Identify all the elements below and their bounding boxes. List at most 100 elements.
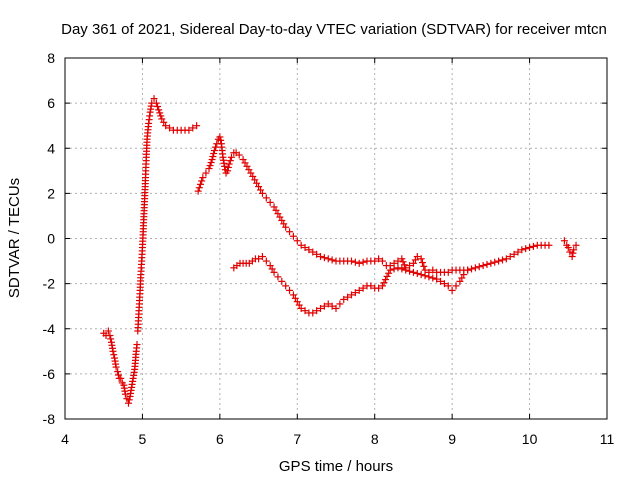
x-axis-label: GPS time / hours — [279, 458, 393, 475]
data-point — [207, 159, 215, 167]
data-point — [282, 223, 290, 231]
data-point — [289, 232, 297, 240]
data-point — [471, 264, 479, 272]
data-point — [475, 263, 483, 271]
data-point — [205, 165, 213, 173]
data-point — [425, 273, 433, 281]
data-point — [133, 341, 141, 349]
data-point — [324, 255, 332, 263]
data-point — [328, 256, 336, 264]
data-point — [155, 106, 163, 114]
data-point — [293, 237, 301, 245]
y-tick-label: 8 — [47, 50, 55, 66]
y-tick-label: -4 — [43, 321, 56, 337]
data-point — [313, 250, 321, 258]
data-point — [208, 156, 216, 164]
data-point — [460, 271, 468, 279]
data-point — [226, 157, 234, 165]
y-tick-label: 4 — [47, 140, 55, 156]
data-point — [305, 246, 313, 254]
data-point — [274, 273, 282, 281]
data-point — [125, 396, 133, 404]
data-point — [221, 162, 229, 170]
data-point — [121, 390, 129, 398]
data-point — [564, 244, 572, 252]
data-point — [398, 255, 406, 263]
data-point — [502, 255, 510, 263]
data-point — [383, 272, 391, 280]
x-tick-label: 7 — [293, 431, 301, 447]
data-point — [429, 274, 437, 282]
data-point — [152, 99, 160, 107]
data-point — [332, 304, 340, 312]
data-point — [570, 246, 578, 254]
data-point — [437, 277, 445, 285]
data-point — [375, 284, 383, 292]
data-point — [195, 184, 203, 192]
data-point — [262, 257, 270, 265]
data-point — [344, 293, 352, 301]
series-arc-3 — [194, 133, 553, 276]
data-point — [225, 160, 233, 168]
data-point — [413, 269, 421, 277]
data-point — [202, 169, 210, 177]
series-arc-1 — [100, 327, 141, 407]
data-point — [193, 122, 201, 130]
data-point — [154, 103, 162, 111]
data-point — [185, 126, 193, 134]
data-point — [560, 237, 568, 245]
data-point — [198, 177, 206, 185]
data-point — [216, 133, 224, 141]
data-point — [382, 276, 390, 284]
data-point — [313, 307, 321, 315]
x-tick-label: 4 — [61, 431, 69, 447]
data-point — [444, 268, 452, 276]
data-point — [398, 265, 406, 273]
data-point — [212, 143, 220, 151]
data-point — [394, 264, 402, 272]
x-tick-label: 6 — [216, 431, 224, 447]
data-point — [487, 259, 495, 267]
data-point — [495, 257, 503, 265]
data-point — [380, 279, 388, 287]
data-point — [390, 265, 398, 273]
data-point — [166, 124, 174, 132]
data-point — [209, 153, 217, 161]
data-point — [227, 153, 235, 161]
data-point — [301, 307, 309, 315]
data-point — [417, 255, 425, 263]
data-point — [378, 257, 386, 265]
data-point — [286, 228, 294, 236]
data-point — [375, 255, 383, 263]
data-point — [518, 246, 526, 254]
data-point — [448, 286, 456, 294]
data-point — [359, 258, 367, 266]
x-tick-label: 10 — [522, 431, 538, 447]
y-tick-label: 6 — [47, 95, 55, 111]
data-point — [262, 194, 270, 202]
data-point — [452, 282, 460, 290]
data-point — [545, 241, 553, 249]
data-point — [464, 266, 472, 274]
x-tick-label: 11 — [600, 431, 615, 447]
data-point — [297, 241, 305, 249]
data-point — [347, 257, 355, 265]
data-point — [340, 295, 348, 303]
y-axis-label: SDTVAR / TECUs — [6, 178, 23, 298]
data-point — [526, 244, 534, 252]
data-point — [150, 95, 158, 103]
data-point — [433, 275, 441, 283]
data-point — [235, 151, 243, 159]
data-point — [224, 167, 232, 175]
data-point — [336, 300, 344, 308]
y-tick-label: 2 — [47, 185, 55, 201]
data-point — [429, 266, 437, 274]
data-point — [351, 289, 359, 297]
data-point — [572, 241, 580, 249]
data-point — [110, 351, 118, 359]
data-point — [491, 258, 499, 266]
data-point — [402, 266, 410, 274]
data-point — [309, 248, 317, 256]
data-point — [278, 277, 286, 285]
y-tick-label: -2 — [43, 276, 56, 292]
